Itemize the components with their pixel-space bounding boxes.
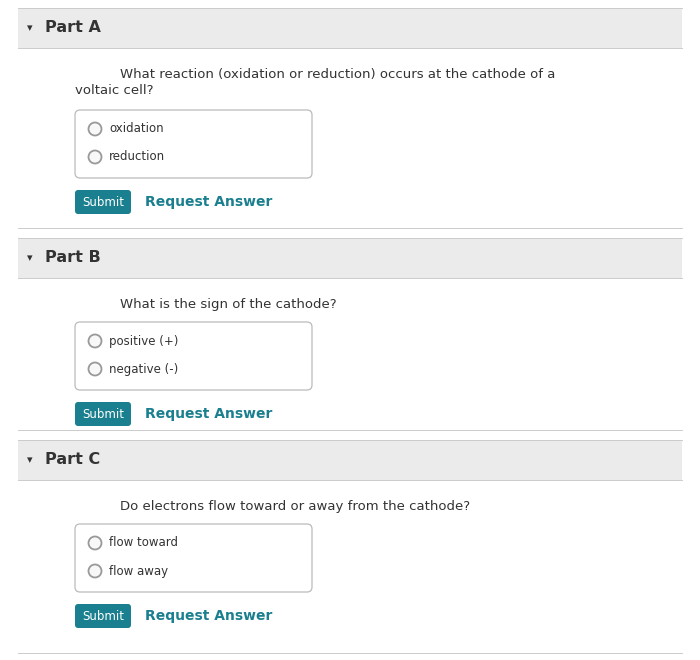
Text: flow away: flow away	[109, 564, 168, 578]
Text: ▾: ▾	[27, 455, 33, 465]
Text: reduction: reduction	[109, 150, 165, 164]
FancyBboxPatch shape	[75, 604, 131, 628]
Circle shape	[88, 362, 102, 376]
Text: Part A: Part A	[45, 20, 101, 36]
FancyBboxPatch shape	[18, 440, 682, 480]
Text: voltaic cell?: voltaic cell?	[75, 84, 153, 97]
Text: Do electrons flow toward or away from the cathode?: Do electrons flow toward or away from th…	[120, 500, 470, 513]
Text: flow toward: flow toward	[109, 537, 178, 550]
Text: Request Answer: Request Answer	[145, 609, 272, 623]
FancyBboxPatch shape	[18, 48, 682, 228]
Text: Part C: Part C	[45, 453, 100, 467]
FancyBboxPatch shape	[18, 278, 682, 430]
FancyBboxPatch shape	[75, 322, 312, 390]
FancyBboxPatch shape	[75, 110, 312, 178]
FancyBboxPatch shape	[75, 190, 131, 214]
FancyBboxPatch shape	[75, 524, 312, 592]
FancyBboxPatch shape	[75, 402, 131, 426]
Text: oxidation: oxidation	[109, 123, 164, 135]
FancyBboxPatch shape	[18, 480, 682, 653]
FancyBboxPatch shape	[18, 8, 682, 48]
Text: What reaction (oxidation or reduction) occurs at the cathode of a: What reaction (oxidation or reduction) o…	[120, 68, 555, 81]
Text: What is the sign of the cathode?: What is the sign of the cathode?	[120, 298, 337, 311]
Text: ▾: ▾	[27, 23, 33, 33]
Text: Submit: Submit	[82, 407, 124, 420]
Text: positive (+): positive (+)	[109, 335, 178, 348]
Circle shape	[88, 537, 102, 550]
Text: Submit: Submit	[82, 195, 124, 209]
Text: ▾: ▾	[27, 253, 33, 263]
Circle shape	[88, 123, 102, 135]
Text: negative (-): negative (-)	[109, 362, 178, 376]
Text: Request Answer: Request Answer	[145, 407, 272, 421]
FancyBboxPatch shape	[18, 238, 682, 278]
Circle shape	[88, 335, 102, 348]
Circle shape	[88, 150, 102, 164]
Circle shape	[88, 564, 102, 578]
Text: Submit: Submit	[82, 609, 124, 622]
Text: Part B: Part B	[45, 251, 101, 265]
Text: Request Answer: Request Answer	[145, 195, 272, 209]
